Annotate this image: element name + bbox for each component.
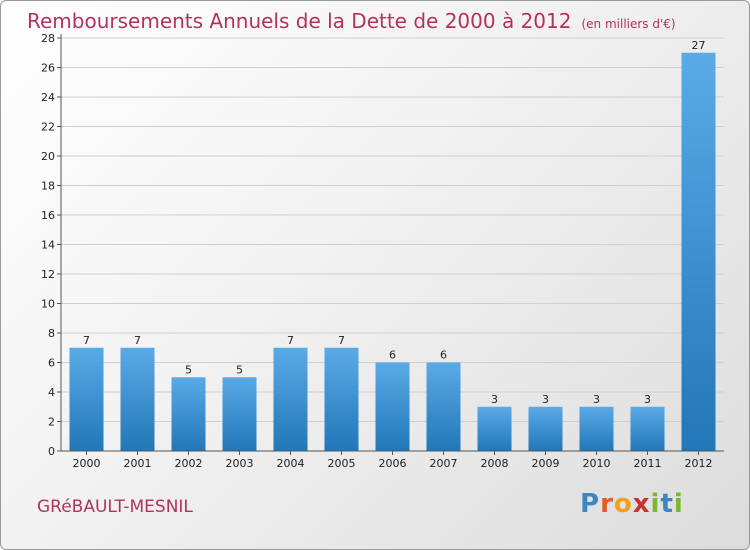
x-tick-label: 2012	[685, 457, 713, 470]
data-label: 6	[440, 349, 447, 362]
x-tick-label: 2003	[226, 457, 254, 470]
bar	[69, 347, 104, 451]
logo-letter: i	[673, 489, 684, 519]
bar	[171, 377, 206, 451]
data-label: 5	[185, 363, 192, 376]
x-tick-label: 2001	[124, 457, 152, 470]
x-tick-label: 2004	[277, 457, 305, 470]
bar	[477, 406, 512, 451]
data-label: 6	[389, 349, 396, 362]
y-tick-label: 8	[48, 327, 55, 340]
bar	[579, 406, 614, 451]
y-tick-label: 6	[48, 357, 55, 370]
y-tick-label: 0	[48, 445, 55, 458]
x-tick-label: 2009	[532, 457, 560, 470]
data-label: 27	[692, 39, 706, 52]
x-tick-label: 2007	[430, 457, 458, 470]
bar	[426, 362, 461, 451]
x-tick-label: 2000	[73, 457, 101, 470]
data-label: 3	[542, 393, 549, 406]
proxiti-logo[interactable]: Proxiti	[580, 489, 684, 519]
logo-letter: t	[660, 489, 674, 519]
chart-title: Remboursements Annuels de la Dette de 20…	[27, 9, 676, 33]
data-label: 7	[338, 334, 345, 347]
bar-layer: 7 7 5 5 7 7 6 6 3 3 3 3 27	[69, 39, 716, 451]
data-label: 7	[83, 334, 90, 347]
chart-subtitle: (en milliers d'€)	[581, 17, 676, 31]
bar	[273, 347, 308, 451]
y-tick-label: 20	[41, 150, 55, 163]
y-tick-label: 10	[41, 298, 55, 311]
logo-letter: o	[613, 489, 633, 519]
y-tick-label: 14	[41, 239, 55, 252]
x-tick-label: 2006	[379, 457, 407, 470]
y-tick-label: 2	[48, 416, 55, 429]
y-tick-label: 22	[41, 121, 55, 134]
bar	[681, 52, 716, 451]
data-label: 5	[236, 363, 243, 376]
x-tick-label: 2010	[583, 457, 611, 470]
data-label: 3	[491, 393, 498, 406]
title-text: Remboursements Annuels de la Dette de 20…	[27, 9, 572, 33]
commune-name: GRéBAULT-MESNIL	[37, 497, 193, 517]
y-tick-label: 28	[41, 32, 55, 45]
y-tick-label: 24	[41, 91, 55, 104]
logo-letter: x	[632, 489, 651, 519]
bar	[375, 362, 410, 451]
bar	[528, 406, 563, 451]
data-label: 3	[593, 393, 600, 406]
y-tick-label: 16	[41, 209, 55, 222]
x-tick-label: 2008	[481, 457, 509, 470]
logo-letter: r	[600, 489, 614, 519]
data-label: 7	[134, 334, 141, 347]
y-tick-label: 26	[41, 62, 55, 75]
x-tick-label: 2011	[634, 457, 662, 470]
x-tick-label: 2002	[175, 457, 203, 470]
data-label: 7	[287, 334, 294, 347]
data-label: 3	[644, 393, 651, 406]
bar	[630, 406, 665, 451]
y-tick-label: 18	[41, 180, 55, 193]
bar	[222, 377, 257, 451]
logo-letter: P	[580, 489, 601, 519]
logo-letter: i	[650, 489, 661, 519]
bar	[120, 347, 155, 451]
y-tick-label: 4	[48, 386, 55, 399]
x-tick-label: 2005	[328, 457, 356, 470]
bar	[324, 347, 359, 451]
y-tick-label: 12	[41, 268, 55, 281]
